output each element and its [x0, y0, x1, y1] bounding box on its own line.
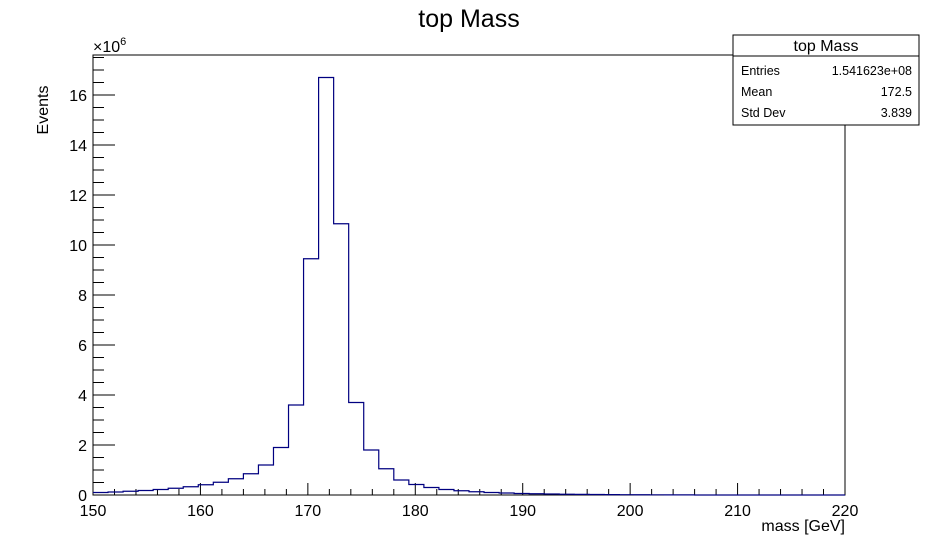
- y-tick-label: 4: [78, 388, 87, 405]
- y-axis: 0 2 4 6 8 10 12 14 16: [69, 57, 115, 505]
- y-tick-label: 16: [69, 88, 87, 105]
- x-axis: 150 160 170 180 190 200 210 220: [80, 483, 859, 520]
- chart-title: top Mass: [418, 5, 519, 33]
- x-tick-label: 160: [187, 503, 214, 520]
- y-tick-label: 14: [69, 138, 87, 155]
- x-tick-label: 150: [80, 503, 107, 520]
- x-tick-label: 190: [509, 503, 536, 520]
- y-axis-label: Events: [35, 86, 52, 135]
- stats-stddev-value: 3.839: [881, 106, 912, 120]
- y-tick-label: 6: [78, 338, 87, 355]
- stats-stddev-label: Std Dev: [741, 106, 786, 120]
- x-axis-label: mass [GeV]: [761, 518, 845, 535]
- y-tick-label: 10: [69, 238, 87, 255]
- x-tick-label: 200: [617, 503, 644, 520]
- y-tick-label: 12: [69, 188, 87, 205]
- stats-mean-label: Mean: [741, 85, 772, 99]
- stats-box: top Mass Entries 1.541623e+08 Mean 172.5…: [732, 34, 920, 126]
- y-axis-multiplier: ×106: [93, 36, 126, 56]
- y-tick-label: 0: [78, 488, 87, 505]
- stats-box-title: top Mass: [794, 38, 859, 55]
- y-tick-label: 8: [78, 288, 87, 305]
- histogram-series: [93, 76, 845, 496]
- stats-entries-label: Entries: [741, 64, 780, 78]
- stats-mean-value: 172.5: [881, 85, 912, 99]
- plot-frame: [92, 54, 846, 496]
- x-tick-label: 180: [402, 503, 429, 520]
- x-tick-label: 220: [832, 503, 859, 520]
- x-tick-label: 210: [724, 503, 751, 520]
- stats-entries-value: 1.541623e+08: [832, 64, 912, 78]
- x-tick-label: 170: [295, 503, 322, 520]
- y-tick-label: 2: [78, 438, 87, 455]
- y-axis-multiplier-base: ×10: [93, 39, 120, 56]
- y-axis-multiplier-exponent: 6: [120, 36, 126, 48]
